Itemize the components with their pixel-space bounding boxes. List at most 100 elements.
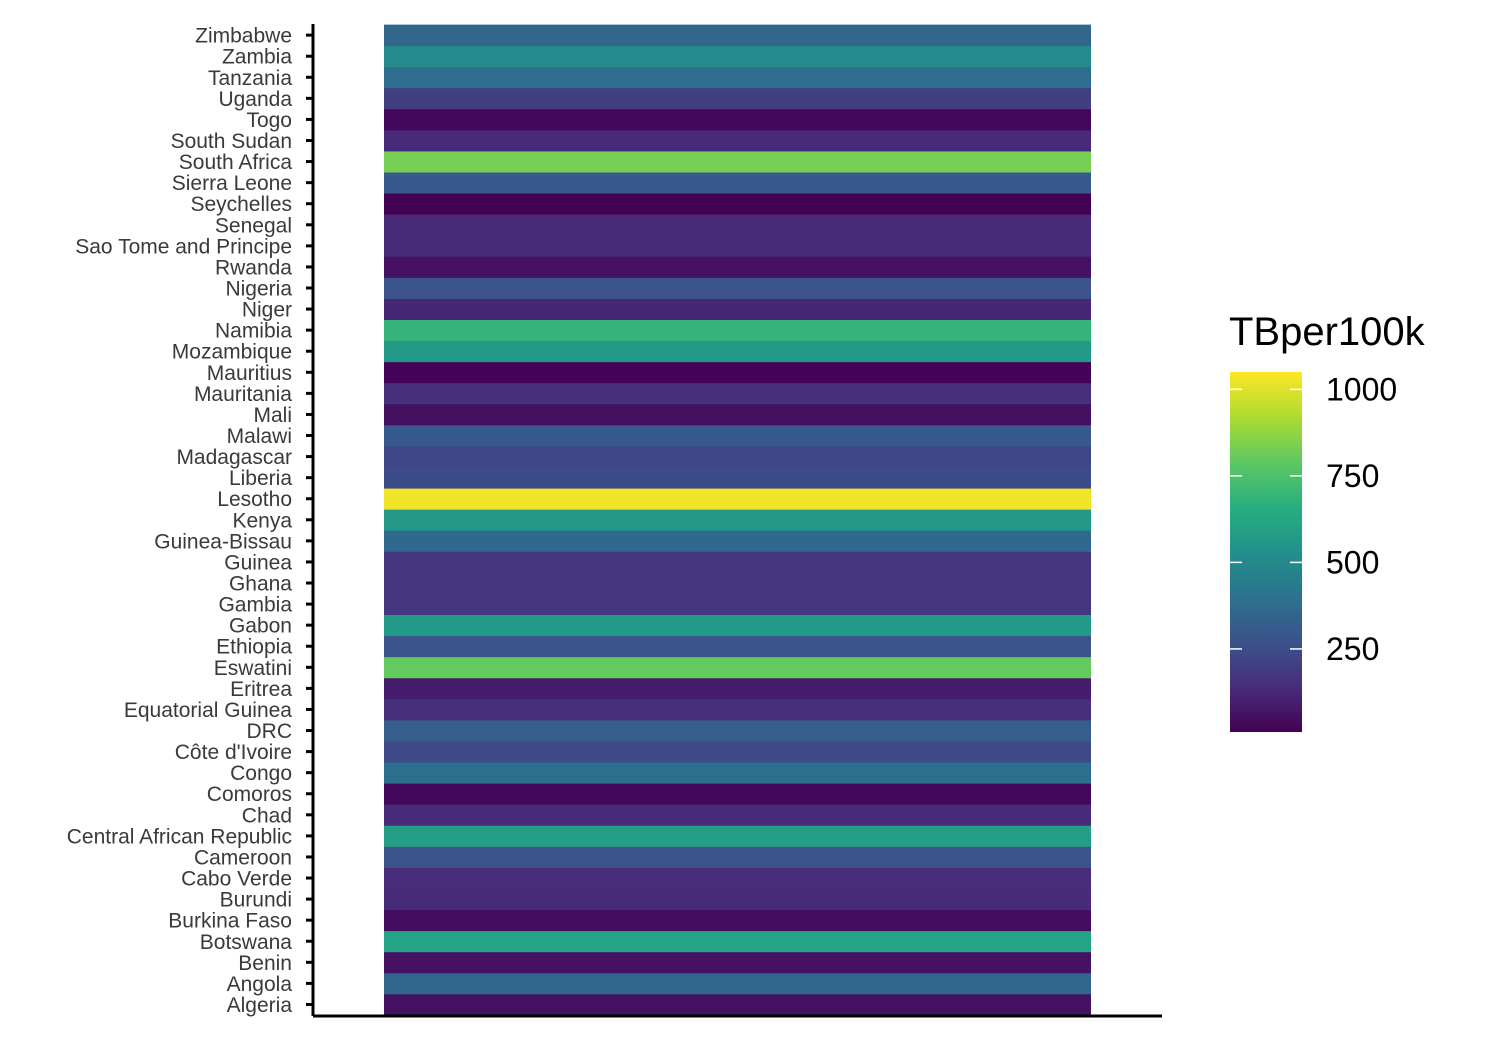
tile-eswatini (384, 656, 1091, 679)
y-label-madagascar: Madagascar (176, 446, 292, 469)
y-label-zimbabwe: Zimbabwe (195, 25, 292, 48)
tile-c-te-d-ivoire (384, 741, 1091, 763)
y-label-tanzania: Tanzania (208, 67, 292, 90)
tile-burundi (384, 888, 1091, 911)
y-label-central-african-republic: Central African Republic (67, 825, 292, 848)
tile-burkina-faso (384, 909, 1091, 932)
legend-label-1000: 1000 (1326, 371, 1397, 407)
y-label-eritrea: Eritrea (230, 678, 292, 701)
tile-mozambique (384, 340, 1091, 363)
tile-uganda (384, 87, 1091, 110)
tile-ghana (384, 572, 1091, 594)
tile-sao-tome-and-principe (384, 235, 1091, 257)
tile-eritrea (384, 677, 1091, 700)
y-label-drc: DRC (247, 720, 293, 743)
y-label-sao-tome-and-principe: Sao Tome and Principe (75, 235, 292, 258)
y-label-mauritania: Mauritania (194, 383, 292, 406)
y-label-mali: Mali (253, 404, 292, 427)
y-label-angola: Angola (227, 973, 293, 996)
tile-tanzania (384, 66, 1091, 89)
y-label-algeria: Algeria (227, 994, 293, 1017)
tile-cabo-verde (384, 867, 1091, 889)
tile-zimbabwe (384, 24, 1091, 47)
y-label-equatorial-guinea: Equatorial Guinea (124, 699, 292, 722)
y-label-malawi: Malawi (227, 425, 292, 448)
tile-angola (384, 972, 1091, 995)
y-label-gambia: Gambia (218, 594, 292, 617)
y-label-togo: Togo (246, 109, 292, 132)
tile-chad (384, 804, 1091, 826)
y-label-cameroon: Cameroon (194, 846, 292, 869)
tile-mauritius (384, 361, 1091, 384)
y-label-south-sudan: South Sudan (171, 130, 292, 153)
tile-liberia (384, 467, 1091, 489)
tile-guinea (384, 551, 1091, 573)
legend-title: TBper100k (1229, 310, 1426, 354)
y-label-kenya: Kenya (232, 509, 292, 532)
tile-lesotho (384, 488, 1091, 510)
tile-nigeria (384, 277, 1091, 299)
y-label-guinea-bissau: Guinea-Bissau (154, 530, 292, 553)
legend: TBper100k 250 500 750 1000 (1229, 310, 1426, 732)
y-label-congo: Congo (230, 762, 292, 785)
legend-label-750: 750 (1326, 458, 1379, 494)
tile-congo (384, 762, 1091, 784)
tile-cameroon (384, 846, 1091, 868)
y-label-seychelles: Seychelles (190, 193, 292, 216)
tile-central-african-republic (384, 825, 1091, 847)
y-label-liberia: Liberia (229, 467, 292, 490)
y-label-uganda: Uganda (218, 88, 292, 111)
y-label-south-africa: South Africa (179, 151, 293, 174)
y-label-chad: Chad (242, 804, 292, 827)
tile-guinea-bissau (384, 530, 1091, 552)
y-label-nigeria: Nigeria (225, 278, 292, 301)
y-label-lesotho: Lesotho (217, 488, 292, 511)
y-label-senegal: Senegal (215, 214, 292, 237)
tile-togo (384, 108, 1091, 131)
y-label-mauritius: Mauritius (207, 362, 292, 385)
tile-equatorial-guinea (384, 698, 1091, 721)
tile-senegal (384, 214, 1091, 236)
tile-south-africa (384, 151, 1091, 173)
tile-mauritania (384, 382, 1091, 405)
y-label-gabon: Gabon (229, 615, 292, 638)
y-label-ethiopia: Ethiopia (216, 636, 292, 659)
tile-mali (384, 403, 1091, 426)
tile-seychelles (384, 193, 1091, 215)
tile-ethiopia (384, 635, 1091, 658)
tile-rwanda (384, 256, 1091, 278)
y-label-cabo-verde: Cabo Verde (181, 868, 292, 891)
legend-label-500: 500 (1326, 544, 1379, 580)
legend-ticks: 250 500 750 1000 (1230, 371, 1397, 667)
tile-algeria (384, 993, 1091, 1016)
tile-drc (384, 719, 1091, 742)
tile-madagascar (384, 446, 1091, 468)
tile-kenya (384, 509, 1091, 531)
tile-south-sudan (384, 129, 1091, 152)
y-label-burundi: Burundi (220, 889, 292, 912)
tile-benin (384, 951, 1091, 974)
y-label-comoros: Comoros (207, 783, 292, 806)
y-label-zambia: Zambia (222, 46, 292, 69)
y-label-burkina-faso: Burkina Faso (168, 910, 292, 933)
tile-namibia (384, 319, 1091, 342)
y-label-eswatini: Eswatini (214, 657, 292, 680)
tile-zambia (384, 45, 1091, 68)
y-label-botswana: Botswana (200, 931, 293, 954)
tile-comoros (384, 783, 1091, 805)
y-label-mozambique: Mozambique (172, 341, 292, 364)
y-label-sierra-leone: Sierra Leone (172, 172, 292, 195)
y-label-rwanda: Rwanda (215, 256, 292, 279)
tile-malawi (384, 424, 1091, 447)
tile-sierra-leone (384, 172, 1091, 194)
tile-gabon (384, 614, 1091, 637)
y-label-guinea: Guinea (224, 551, 292, 574)
legend-label-250: 250 (1326, 631, 1379, 667)
y-label-namibia: Namibia (215, 320, 292, 343)
tile-botswana (384, 930, 1091, 953)
tile-gambia (384, 593, 1091, 616)
tile-niger (384, 298, 1091, 321)
legend-colorbar (1230, 372, 1302, 732)
